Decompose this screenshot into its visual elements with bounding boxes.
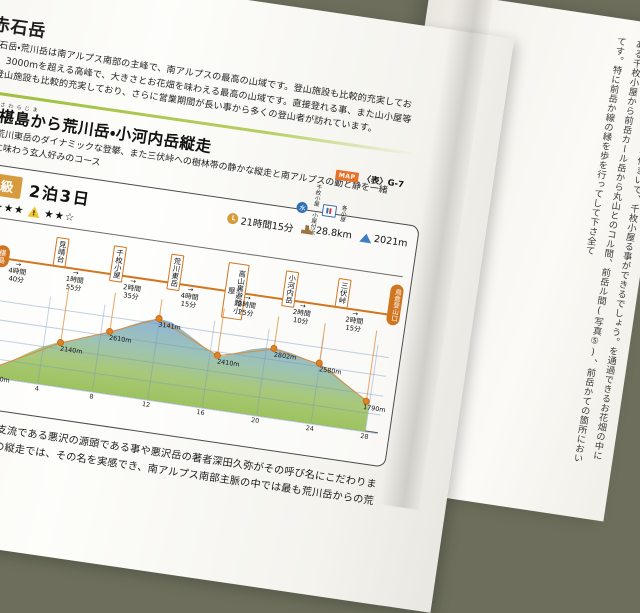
toilet-label: 各小屋 [338,204,348,223]
itinerary-leg-1: → 4時間 40分 [7,260,27,285]
toilet-icon [321,204,337,219]
itinerary-node-8: 鳥倉登山口 [385,283,405,327]
x-tick-label: 24 [305,423,315,433]
warning-icon [27,205,42,219]
itinerary-node-2: 見晴台 [52,236,70,268]
profile-plot-area: 1000150020002500300004812162024281120m21… [0,285,391,441]
x-tick-label: 16 [196,407,206,417]
itinerary-leg-5: → 3時間 25分 [237,293,257,318]
duration-label: 2泊3日 [27,181,93,210]
danger-stars: ★★☆ [43,207,77,225]
elevation-profile: 標高(m) 100015002000250030 [0,283,409,457]
total-time-value: 21時間15分 [239,216,295,235]
route-summary-card: 中級 2泊3日 21時間15分 28.8km 2021m ★★★ [0,160,421,468]
total-time-stat: 21時間15分 [226,211,295,235]
right-page-body-text: シラビソに囲まれた静かな佇まいで、千枚小屋る事ができるでしょう。を通過できるお花… [570,35,640,464]
itinerary-leg-7: → 2時間 15分 [344,309,364,334]
itinerary-node-7: 三伏峠 [334,277,352,309]
map-chip: MAP [335,169,360,183]
clock-icon [226,212,240,226]
x-tick-label: 12 [141,399,151,409]
itinerary-leg-6: → 2時間 10分 [292,301,312,326]
itinerary-leg-4: → 4時間 15分 [180,285,199,310]
itinerary-leg-3: → 2時間 35分 [122,276,142,301]
x-tick-label: 28 [359,431,370,441]
x-tick-label: 20 [250,415,260,425]
left-page: 赤石岳 赤石岳・荒川岳は南アルプス南部の主峰で、南アルプスの最高の山域です。登山… [0,0,514,613]
difficulty-badge: 中級 [0,171,24,200]
stamina-stars: ★★★ [0,200,26,217]
x-tick-label: 4 [34,384,40,393]
profile-area-path [0,318,370,432]
water-label: 千枚小屋 小屋付近 [308,183,322,235]
water-icon: 水 [296,201,309,214]
x-tick-label: 8 [88,392,95,401]
